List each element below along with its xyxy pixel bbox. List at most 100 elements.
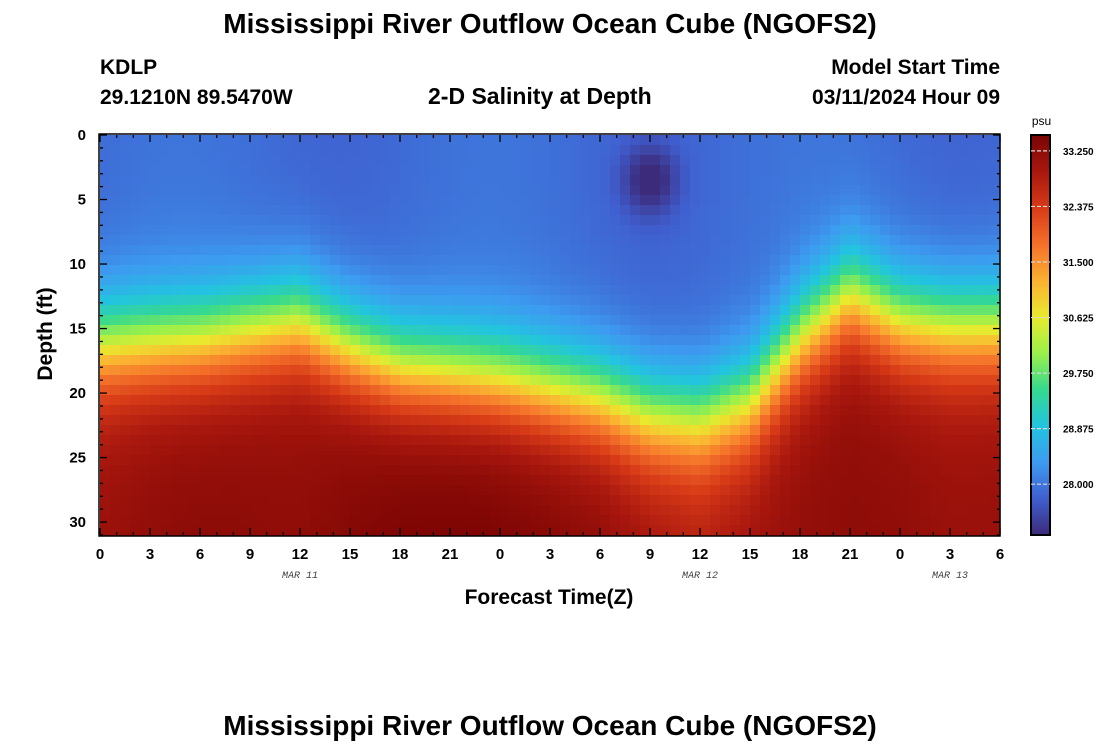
heat-cell [210,185,221,196]
heat-cell [250,245,261,256]
heat-cell [630,455,641,466]
heat-cell [500,375,511,386]
heat-cell [800,525,811,536]
heat-cell [550,415,561,426]
heat-cell [530,455,541,466]
heat-cell [940,285,951,296]
heat-cell [840,335,851,346]
heat-cell [150,145,161,156]
heat-cell [770,485,781,496]
heat-cell [400,145,411,156]
heat-cell [690,235,701,246]
heat-cell [250,205,261,216]
heat-cell [310,435,321,446]
heat-cell [720,365,731,376]
heat-cell [870,345,881,356]
heat-cell [900,205,911,216]
heat-cell [230,185,241,196]
heat-cell [610,455,621,466]
heat-cell [820,365,831,376]
heat-cell [870,475,881,486]
heat-cell [350,495,361,506]
heat-cell [550,475,561,486]
heat-cell [360,305,371,316]
heat-cell [430,405,441,416]
heat-cell [330,485,341,496]
heat-cell [780,325,791,336]
heat-cell [840,275,851,286]
heat-cell [780,195,791,206]
heat-cell [770,315,781,326]
heat-cell [380,335,391,346]
heat-cell [480,285,491,296]
heat-cell [380,245,391,256]
heat-cell [400,195,411,206]
heat-cell [630,185,641,196]
heat-cell [680,475,691,486]
heat-cell [920,385,931,396]
heat-cell [750,445,761,456]
heat-cell [570,235,581,246]
heat-cell [160,505,171,516]
heat-cell [650,495,661,506]
heat-cell [330,265,341,276]
heat-cell [140,255,151,266]
heat-cell [700,445,711,456]
heat-cell [680,465,691,476]
heat-cell [350,395,361,406]
heat-cell [140,435,151,446]
heat-cell [240,135,251,146]
heat-cell [370,205,381,216]
heat-cell [220,465,231,476]
heat-cell [910,225,921,236]
heat-cell [600,175,611,186]
heat-cell [310,395,321,406]
heat-cell [480,365,491,376]
heat-cell [310,455,321,466]
y-tick-label: 20 [69,385,86,402]
heat-cell [470,335,481,346]
heat-cell [560,525,571,536]
heat-cell [830,165,841,176]
heat-cell [870,205,881,216]
heat-cell [650,255,661,266]
heat-cell [980,135,991,146]
heat-cell [800,375,811,386]
heat-cell [370,525,381,536]
heat-cell [740,235,751,246]
heat-cell [870,265,881,276]
heat-cell [920,205,931,216]
heat-cell [800,515,811,526]
heat-cell [560,245,571,256]
heat-cell [450,445,461,456]
heat-cell [760,325,771,336]
heat-cell [250,145,261,156]
heat-cell [350,325,361,336]
heat-cell [330,235,341,246]
heat-cell [360,365,371,376]
heat-cell [260,215,271,226]
heat-cell [480,345,491,356]
heat-cell [600,225,611,236]
heat-cell [120,245,131,256]
heat-cell [430,435,441,446]
heat-cell [590,135,601,146]
heat-cell [540,285,551,296]
heat-cell [360,345,371,356]
heat-cell [390,495,401,506]
heat-cell [460,395,471,406]
heat-cell [710,455,721,466]
heat-cell [210,515,221,526]
heat-cell [820,435,831,446]
heat-cell [680,315,691,326]
heat-cell [110,155,121,166]
x-tick-label: 0 [896,546,904,563]
heat-cell [280,515,291,526]
heat-cell [550,275,561,286]
heat-cell [540,395,551,406]
heat-cell [630,505,641,516]
heat-cell [610,325,621,336]
heat-cell [840,385,851,396]
heat-cell [540,275,551,286]
heat-cell [580,505,591,516]
